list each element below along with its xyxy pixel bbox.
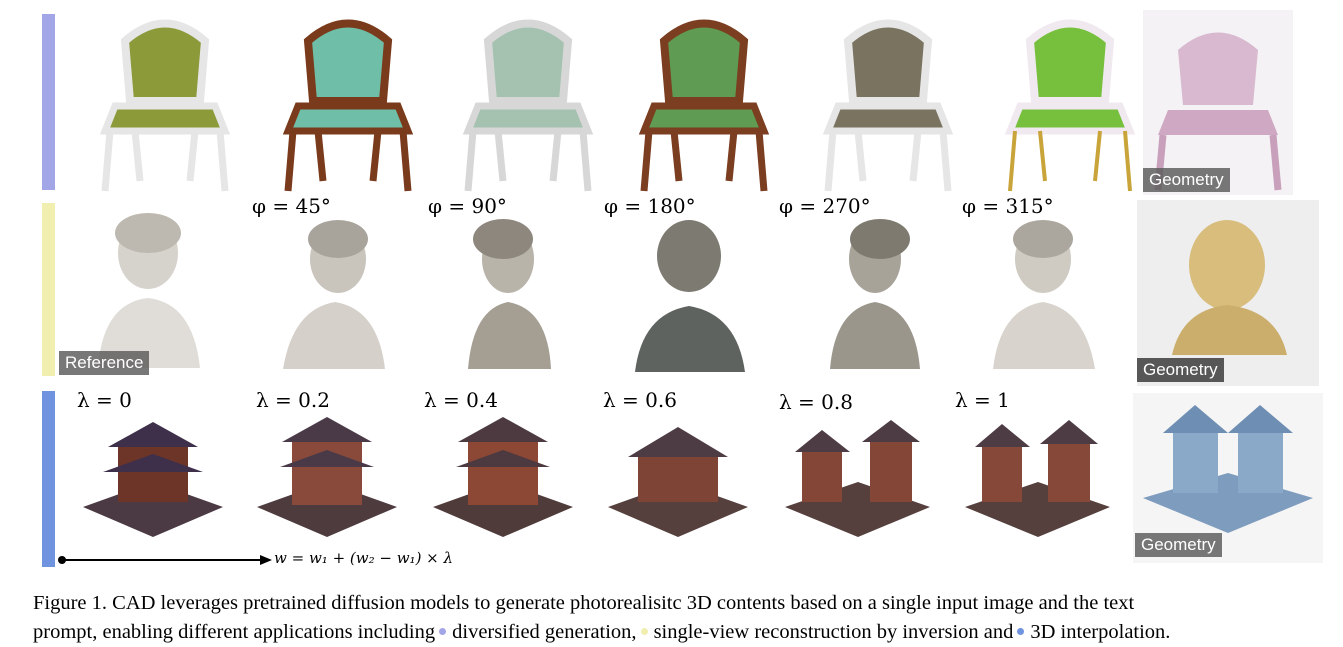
bust-view-3 xyxy=(635,220,745,372)
row-indicator-reconstruction xyxy=(42,203,55,376)
chair-image-3 xyxy=(462,19,594,192)
caption-line-2-start: prompt, enabling different applications … xyxy=(33,621,436,643)
interpolation-arrow xyxy=(58,555,272,565)
row-indicator-interpolation xyxy=(42,391,55,567)
angle-label-2: φ = 90° xyxy=(428,194,507,218)
bust-view-1 xyxy=(283,220,385,369)
lambda-label-1: λ = 0 xyxy=(77,388,132,412)
pagoda-image-5 xyxy=(785,420,930,537)
chair-image-2 xyxy=(282,19,414,192)
angle-label-1: φ = 45° xyxy=(252,194,331,218)
chair-image-6 xyxy=(1004,19,1136,192)
bullet-dot-icon xyxy=(1017,628,1025,636)
caption-line-1: Figure 1. CAD leverages pretrained diffu… xyxy=(33,592,1135,614)
caption-item-diversified: diversified generation, xyxy=(452,621,637,643)
angle-label-3: φ = 180° xyxy=(604,194,696,218)
lambda-label-3: λ = 0.4 xyxy=(424,388,498,412)
lambda-label-4: λ = 0.6 xyxy=(603,388,677,412)
angle-label-5: φ = 315° xyxy=(962,194,1054,218)
geometry-tag-chair: Geometry xyxy=(1143,168,1230,192)
pagoda-image-4 xyxy=(608,427,748,537)
interpolation-formula: w = w₁ + (w₂ − w₁) × λ xyxy=(274,549,454,567)
geometry-tag-bust: Geometry xyxy=(1137,358,1224,382)
caption-item-reconstruction: single-view reconstruction by inversion … xyxy=(653,621,1014,643)
pagoda-image-1 xyxy=(83,422,223,537)
bust-view-4 xyxy=(830,219,920,369)
bust-view-5 xyxy=(993,220,1095,369)
bust-geometry-render xyxy=(1137,200,1319,386)
geometry-tag-pagoda: Geometry xyxy=(1135,533,1222,557)
angle-label-4: φ = 270° xyxy=(779,194,871,218)
bust-view-2 xyxy=(468,219,551,369)
reference-tag: Reference xyxy=(59,351,150,375)
lambda-label-2: λ = 0.2 xyxy=(256,388,330,412)
chair-image-1 xyxy=(99,19,231,192)
caption-item-interpolation: 3D interpolation. xyxy=(1030,621,1171,643)
chair-image-4 xyxy=(638,19,770,192)
bullet-dot-icon xyxy=(439,628,447,636)
pagoda-geometry-render xyxy=(1133,393,1323,563)
caption-line-2: prompt, enabling different applications … xyxy=(33,618,1333,647)
lambda-label-5: λ = 0.8 xyxy=(779,390,853,414)
pagoda-image-2 xyxy=(257,417,397,537)
pagoda-image-3 xyxy=(433,417,573,537)
lambda-label-6: λ = 1 xyxy=(955,388,1010,412)
chair-geometry-render xyxy=(1143,10,1293,195)
pagoda-image-6 xyxy=(965,420,1110,537)
bust-reference-image xyxy=(98,213,200,368)
chair-image-5 xyxy=(822,19,954,192)
figure-caption: Figure 1. CAD leverages pretrained diffu… xyxy=(33,589,1333,647)
bullet-dot-icon xyxy=(640,628,648,636)
row-indicator-diversified xyxy=(42,14,55,190)
